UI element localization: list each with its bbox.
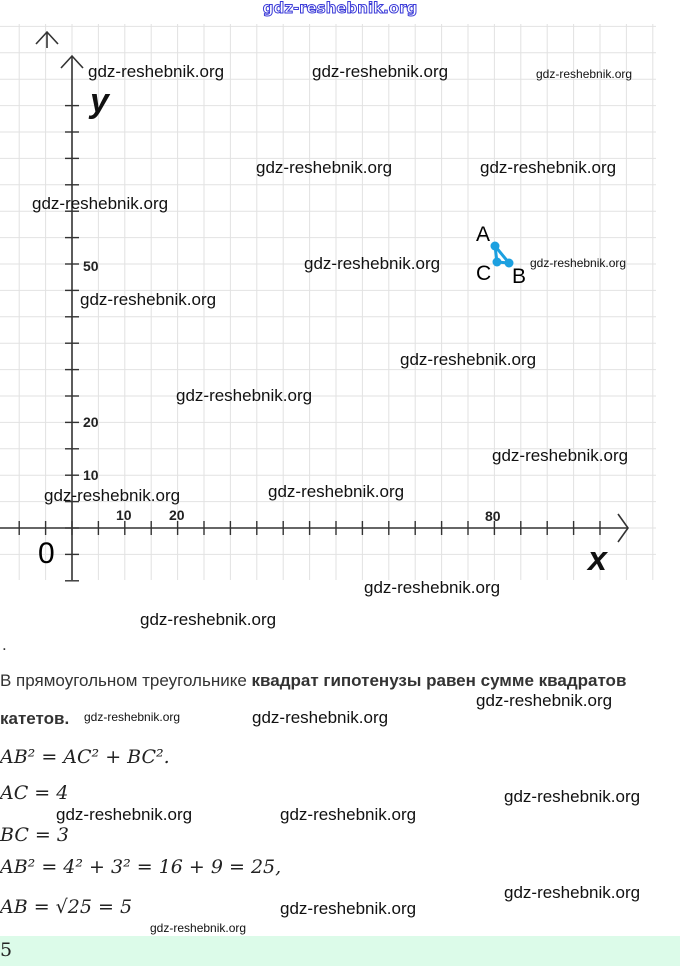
watermark: gdz-reshebnik.org <box>88 62 225 81</box>
x-tick-label: 20 <box>169 507 185 523</box>
point-c <box>492 257 502 267</box>
watermark: gdz-reshebnik.org <box>280 805 417 824</box>
watermark: gdz-reshebnik.org <box>252 708 389 727</box>
watermark: gdz-reshebnik.org <box>140 610 277 629</box>
theorem-text: В прямоугольном треугольнике квадрат гип… <box>0 672 626 690</box>
watermark: gdz-reshebnik.org <box>504 883 641 902</box>
point-b <box>504 258 514 268</box>
formula-ab: AB = √25 = 5 <box>0 896 133 918</box>
x-tick-label: 10 <box>116 507 132 523</box>
formula-ac: AC = 4 <box>0 782 69 804</box>
watermark: gdz-reshebnik.org <box>364 578 501 597</box>
up-arrow-icon <box>35 30 59 48</box>
watermark: gdz-reshebnik.org <box>400 350 537 369</box>
watermark: gdz-reshebnik.org <box>504 787 641 806</box>
watermark: gdz-reshebnik.org <box>44 486 181 505</box>
dot: . <box>2 635 7 654</box>
watermark: gdz-reshebnik.org <box>176 386 313 405</box>
point-a-label: A <box>476 223 491 246</box>
watermark: gdz-reshebnik.org <box>536 67 633 81</box>
watermark: gdz-reshebnik.org <box>280 899 417 918</box>
formula-bc: BC = 3 <box>0 824 69 846</box>
watermark: gdz-reshebnik.org <box>84 710 181 724</box>
y-tick-label: 10 <box>83 467 99 483</box>
x-axis-label: x <box>588 540 607 578</box>
formula-ab-squared: AB² = 4² + 3² = 16 + 9 = 25, <box>0 856 282 878</box>
watermark: gdz-reshebnik.org <box>150 921 247 935</box>
point-a <box>490 241 500 251</box>
watermark: gdz-reshebnik.org <box>476 691 613 710</box>
y-arrow-icon <box>60 54 84 69</box>
watermark: gdz-reshebnik.org <box>80 290 217 309</box>
point-c-label: C <box>476 262 492 285</box>
answer-value: 5 <box>0 939 13 961</box>
theorem-bold: квадрат гипотенузы равен сумме квадратов <box>251 671 627 690</box>
watermark: gdz-reshebnik.org <box>492 446 629 465</box>
y-tick-label: 50 <box>83 258 99 274</box>
theorem-normal: В прямоугольном треугольнике <box>0 671 252 690</box>
watermark: gdz-reshebnik.org <box>56 805 193 824</box>
watermark: gdz-reshebnik.org <box>480 158 617 177</box>
theorem-bold-end: катетов. <box>0 709 70 728</box>
x-tick-label: 80 <box>485 508 501 524</box>
site-header[interactable]: gdz-reshebnik.org <box>262 0 418 17</box>
y-axis-label: y <box>90 82 109 120</box>
coordinate-plane <box>0 24 656 582</box>
answer-box: 5 <box>0 936 680 966</box>
watermark: gdz-reshebnik.org <box>32 194 169 213</box>
formula-pythagoras: AB² = AC² + BC². <box>0 746 170 768</box>
watermark: gdz-reshebnik.org <box>530 256 627 270</box>
watermark: gdz-reshebnik.org <box>304 254 441 273</box>
y-tick-label: 20 <box>83 414 99 430</box>
watermark: gdz-reshebnik.org <box>312 62 449 81</box>
watermark: gdz-reshebnik.org <box>256 158 393 177</box>
watermark: gdz-reshebnik.org <box>268 482 405 501</box>
point-b-label: B <box>512 265 527 288</box>
x-arrow-icon <box>617 513 629 543</box>
origin-label: 0 <box>38 537 55 570</box>
